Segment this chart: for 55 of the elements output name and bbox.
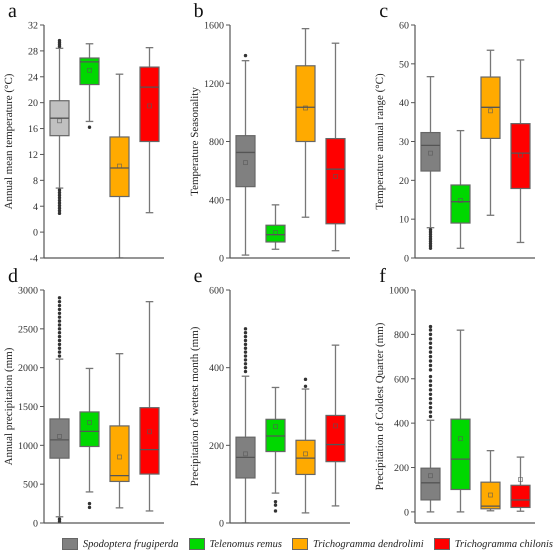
chart-title: a [8, 0, 17, 22]
y-tick-label: 28 [28, 46, 38, 58]
y-tick-label: 40 [399, 98, 410, 110]
y-tick-label: 16 [28, 124, 38, 136]
y-tick-label: 2000 [18, 363, 38, 374]
chart-title: b [194, 0, 204, 22]
y-tick-label: 2500 [18, 324, 38, 336]
y-axis-title: Annual precipitation (mm) [3, 347, 15, 466]
y-tick-label: 12 [28, 150, 38, 161]
y-tick-label: 1200 [204, 78, 224, 90]
y-tick-label: 600 [394, 374, 410, 386]
y-tick-label: 0 [33, 518, 38, 530]
y-tick-label: 800 [208, 137, 224, 148]
y-tick-label: 20 [28, 98, 38, 110]
y-tick-label: 50 [399, 59, 410, 70]
y-tick-label: 800 [394, 330, 410, 341]
y-tick-label: 30 [399, 137, 410, 148]
y-tick-label: 500 [23, 480, 38, 491]
y-tick-label: 20 [399, 176, 410, 187]
y-tick-label: 0 [404, 507, 410, 518]
y-tick-label: 1500 [18, 402, 38, 414]
legend-label: Trichogramma chilonis [454, 538, 553, 550]
legend-label: Telenomus remus [210, 538, 282, 550]
y-tick-label: 0 [33, 228, 38, 239]
y-tick-label: 1000 [389, 286, 410, 297]
y-axis-title: Precipitation of Coldest Quarter (mm) [374, 322, 386, 490]
y-tick-label: 60 [399, 20, 410, 32]
chart-title: d [8, 265, 18, 287]
y-tick-label: 8 [33, 176, 38, 187]
y-tick-label: 10 [399, 214, 410, 226]
y-tick-label: 0 [404, 254, 410, 265]
chart-title: f [379, 265, 386, 287]
y-tick-label: -4 [30, 254, 38, 265]
legend-label: Trichogramma dendrolimi [312, 538, 424, 550]
legend-label: Spodoptera frugiperda [82, 538, 178, 550]
chart-title: c [379, 0, 388, 22]
y-tick-label: 24 [28, 72, 38, 84]
y-tick-label: 400 [394, 418, 410, 430]
y-tick-label: 1600 [204, 20, 224, 32]
y-axis-title: Precipitation of wettest month (mm) [188, 326, 201, 486]
y-axis-title: Temperature annual range (°C) [374, 73, 386, 210]
y-tick-label: 4 [33, 202, 38, 213]
y-tick-label: 1000 [18, 440, 38, 452]
y-axis-title: Annual mean temperature (°C) [3, 73, 15, 210]
y-tick-label: 32 [28, 20, 38, 32]
y-tick-label: 0 [218, 518, 224, 530]
y-axis-title: Temperature Seasonality [188, 86, 201, 196]
y-tick-label: 0 [218, 254, 224, 265]
y-tick-label: 400 [208, 195, 224, 206]
y-tick-label: 200 [394, 463, 410, 474]
y-tick-label: 200 [208, 440, 224, 452]
y-tick-label: 3000 [18, 286, 38, 297]
chart-title: e [194, 265, 202, 287]
y-tick-label: 600 [208, 286, 224, 297]
y-tick-label: 400 [208, 363, 224, 374]
